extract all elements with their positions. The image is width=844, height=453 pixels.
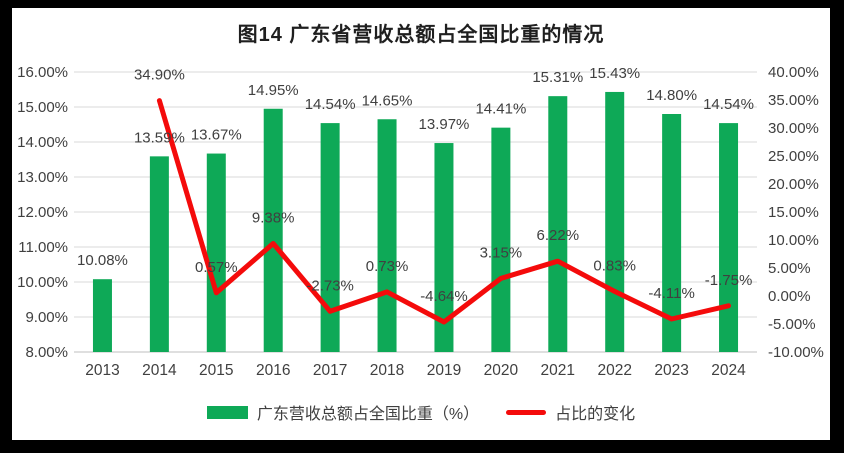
right-axis-tick-label: -10.00% — [768, 344, 824, 361]
bar-data-label: 15.31% — [532, 69, 583, 86]
right-axis-tick-label: 5.00% — [768, 260, 811, 277]
right-axis-tick-label: 35.00% — [768, 92, 819, 109]
line-data-label: 6.22% — [537, 227, 580, 244]
legend-bar-label: 广东营收总额占全国比重（%） — [256, 406, 480, 423]
chart-legend: 广东营收总额占全国比重（%） 占比的变化 — [12, 400, 830, 424]
left-axis-tick-label: 12.00% — [17, 204, 68, 221]
line-data-label: 34.90% — [134, 67, 185, 84]
bar-data-label: 14.54% — [703, 96, 754, 113]
right-axis-tick-label: 30.00% — [768, 120, 819, 137]
bar — [263, 108, 283, 352]
right-axis-tick-label: 15.00% — [768, 204, 819, 221]
bar-data-label: 14.80% — [646, 87, 697, 104]
right-axis-tick-label: 40.00% — [768, 64, 819, 81]
bar-data-label: 13.97% — [419, 116, 470, 133]
bar-data-label: 15.43% — [589, 65, 640, 82]
plot-area: 16.00% 15.00% 14.00% 13.00% 12.00% 11.00% 10.0… — [17, 64, 824, 379]
trend-line — [156, 98, 731, 325]
line-data-label: 0.73% — [366, 258, 409, 275]
right-axis-tick-label: 0.00% — [768, 288, 811, 305]
left-axis-tick-label: 8.00% — [25, 344, 68, 361]
left-axis-tick-label: 16.00% — [17, 64, 68, 81]
bar-data-label: 14.41% — [475, 101, 526, 118]
left-axis-tick-label: 10.00% — [17, 274, 68, 291]
x-axis-label: 2022 — [597, 362, 631, 379]
line-data-label: 3.15% — [480, 244, 523, 261]
bar — [434, 143, 454, 352]
x-axis-label: 2018 — [370, 362, 404, 379]
chart-image[interactable]: 图14 广东省营收总额占全国比重的情况 16.00% 15.00% 14.00% 13… — [12, 8, 830, 440]
left-axis-tick-label: 9.00% — [25, 309, 68, 326]
bar — [605, 91, 625, 352]
right-axis-tick-label: -5.00% — [768, 316, 816, 333]
bar — [149, 156, 169, 352]
legend-line-swatch — [506, 409, 547, 415]
line-data-label: -1.75% — [705, 272, 753, 289]
right-axis-tick-label: 10.00% — [768, 232, 819, 249]
x-axis-label: 2015 — [199, 362, 233, 379]
x-axis-label: 2023 — [654, 362, 688, 379]
line-data-label: 9.38% — [252, 209, 295, 226]
x-axis-label: 2021 — [541, 362, 575, 379]
bar-data-label: 14.65% — [362, 92, 413, 109]
left-axis-tick-label: 13.00% — [17, 169, 68, 186]
bar — [662, 114, 682, 352]
x-axis-label: 2020 — [484, 362, 519, 379]
x-axis-label: 2013 — [85, 362, 119, 379]
right-axis-tick-label: 20.00% — [768, 176, 819, 193]
left-axis-tick-label: 15.00% — [17, 99, 68, 116]
bar — [320, 123, 340, 352]
legend-bar-swatch — [206, 405, 248, 419]
x-axis-label: 2017 — [313, 362, 347, 379]
line-data-label: 0.83% — [593, 257, 636, 274]
line-data-label: -4.11% — [648, 285, 694, 302]
bar — [92, 279, 112, 352]
x-axis-label: 2019 — [427, 362, 461, 379]
bar-data-label: 13.59% — [134, 129, 185, 146]
x-axis-label: 2016 — [256, 362, 290, 379]
left-axis-tick-label: 14.00% — [17, 134, 68, 151]
chart-title: 图14 广东省营收总额占全国比重的情况 — [237, 24, 605, 46]
bar — [206, 153, 226, 352]
line-data-label: -4.64% — [420, 288, 468, 305]
bar-data-label: 13.67% — [191, 127, 242, 144]
line-data-label: -2.73% — [306, 277, 354, 294]
bar-data-label: 10.08% — [77, 252, 128, 269]
bar — [548, 96, 568, 353]
x-axis-label: 2024 — [711, 362, 746, 379]
left-axis-tick-label: 11.00% — [18, 239, 68, 256]
bar — [491, 127, 511, 353]
legend-line-label: 占比的变化 — [555, 406, 636, 423]
bar-data-label: 14.54% — [305, 96, 356, 113]
right-axis-tick-label: 25.00% — [768, 148, 819, 165]
bar — [719, 123, 739, 352]
bar — [377, 119, 397, 352]
line-data-label: 0.57% — [195, 259, 238, 276]
bar-data-label: 14.95% — [248, 82, 299, 99]
x-axis-label: 2014 — [142, 362, 177, 379]
